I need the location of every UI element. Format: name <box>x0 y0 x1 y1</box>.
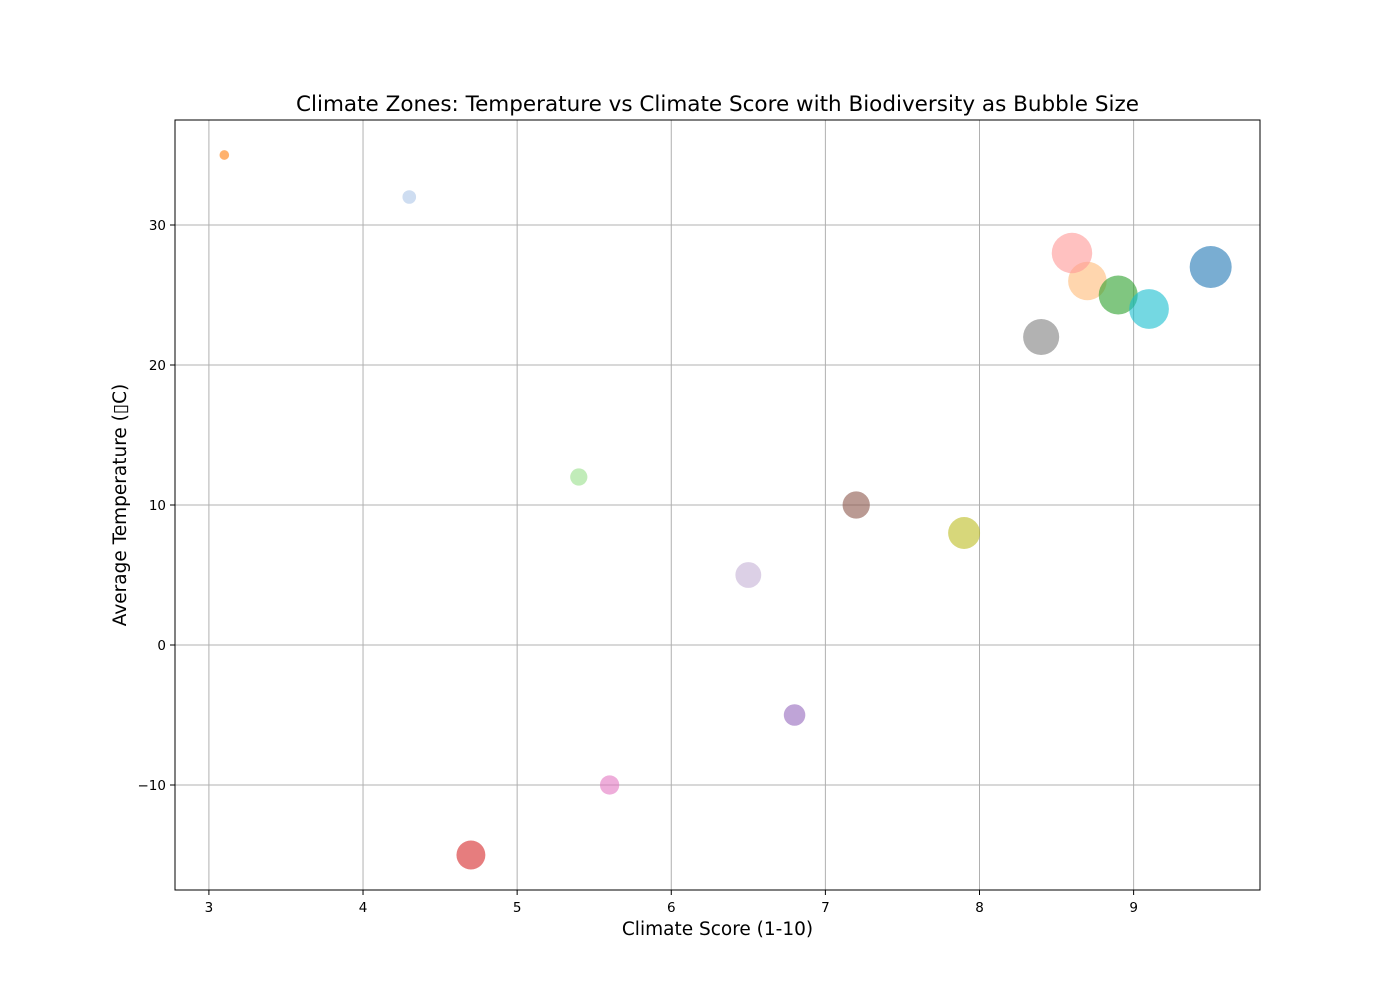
x-tick-label: 9 <box>1129 900 1138 916</box>
chart-title: Climate Zones: Temperature vs Climate Sc… <box>296 92 1139 117</box>
bubble-layer <box>219 150 1232 870</box>
bubble-point <box>783 704 806 726</box>
bubble-point <box>948 517 981 549</box>
y-tick-label: 10 <box>149 498 166 514</box>
tick-layer: 3 4 5 6 7 8 9 −10 0 10 20 30 <box>138 218 1138 916</box>
y-tick-label: −10 <box>138 778 167 794</box>
x-tick-label: 6 <box>667 900 676 916</box>
x-tick-label: 7 <box>821 900 830 916</box>
y-tick-label: 0 <box>157 638 166 654</box>
bubble-point <box>402 190 417 204</box>
grid-layer <box>175 120 1260 890</box>
y-tick-label: 20 <box>149 358 166 374</box>
bubble-point <box>1098 275 1138 315</box>
y-tick-label: 30 <box>149 218 166 234</box>
bubble-point <box>1189 246 1232 288</box>
x-tick-label: 5 <box>513 900 522 916</box>
bubble-point <box>735 562 762 588</box>
bubble-point <box>456 840 486 870</box>
bubble-point <box>1051 232 1093 274</box>
bubble-point <box>570 468 588 486</box>
x-tick-label: 4 <box>359 900 368 916</box>
bubble-point <box>219 150 230 160</box>
y-axis-label: Average Temperature (▯C) <box>110 384 131 626</box>
x-tick-label: 3 <box>205 900 214 916</box>
bubble-point <box>1129 289 1169 329</box>
bubble-point <box>842 491 870 519</box>
bubble-point <box>599 775 620 795</box>
x-axis-label: Climate Score (1-10) <box>622 919 813 940</box>
bubble-point <box>1023 318 1060 356</box>
x-tick-label: 8 <box>975 900 984 916</box>
